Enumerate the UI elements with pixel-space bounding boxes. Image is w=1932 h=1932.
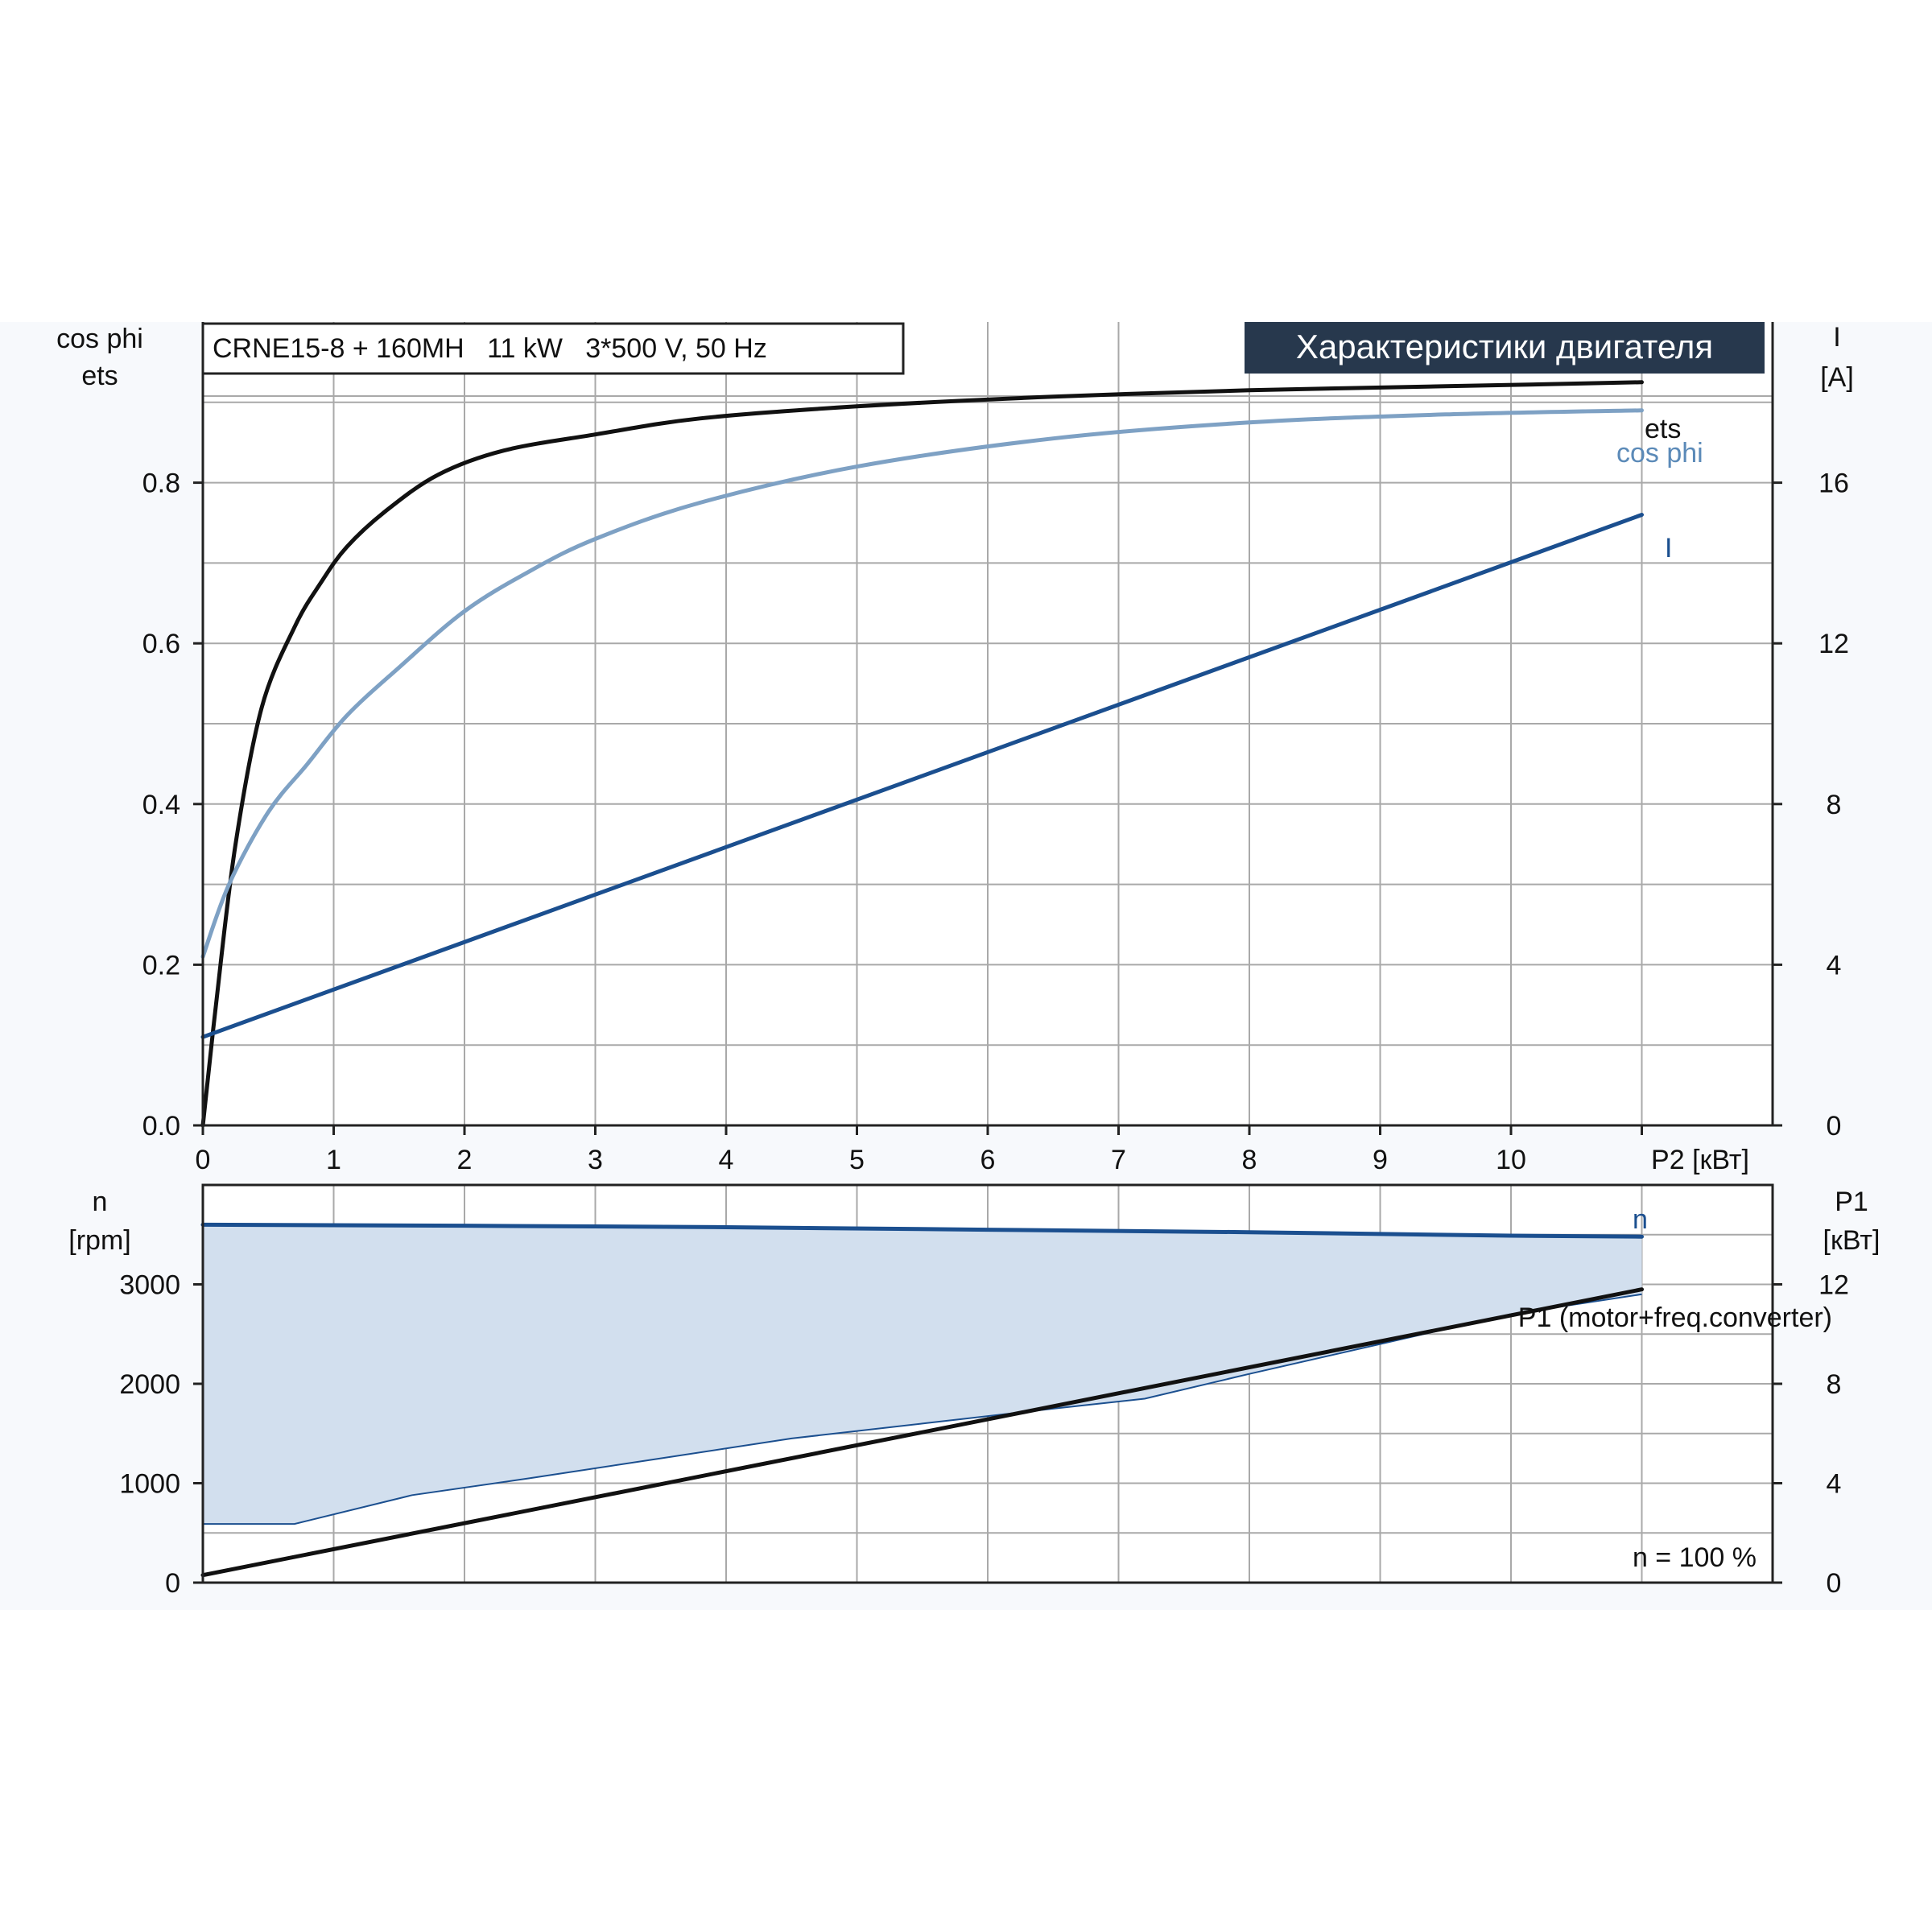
x-tick-label: 1 (326, 1145, 341, 1175)
y-tick-label-left: 0.6 (142, 629, 180, 659)
x-tick-label: 8 (1242, 1145, 1257, 1175)
y-tick-label-right: 0 (1827, 1111, 1842, 1141)
bottom-y-tick-label-left: 1000 (119, 1469, 180, 1500)
bottom-right-axis-label-p1: P1 (1835, 1187, 1868, 1217)
series-label-n: n (1633, 1204, 1648, 1235)
x-tick-label: 3 (588, 1145, 603, 1175)
x-tick-label: 0 (196, 1145, 211, 1175)
y-tick-label-right: 12 (1818, 629, 1849, 659)
series-label-p1: P1 (motor+freq.converter) (1518, 1302, 1832, 1333)
bottom-y-tick-label-left: 0 (165, 1568, 180, 1599)
bottom-left-axis-label-n: n (93, 1187, 108, 1217)
bottom-left-axis-label-rpm: [rpm] (68, 1225, 130, 1256)
y-tick-label-left: 0.0 (142, 1111, 180, 1141)
right-axis-label-a: [A] (1820, 362, 1854, 393)
bottom-y-tick-label-right: 8 (1827, 1369, 1842, 1400)
x-tick-label: 10 (1496, 1145, 1526, 1175)
series-label-cosphi: cos phi (1616, 438, 1703, 469)
y-tick-label-left: 0.4 (142, 790, 180, 820)
bottom-right-axis-label-kw: [кВт] (1823, 1225, 1880, 1256)
series-label-i: I (1665, 533, 1672, 564)
x-tick-label: 6 (980, 1145, 996, 1175)
y-tick-label-right: 4 (1827, 950, 1842, 980)
y-tick-label-right: 16 (1818, 469, 1849, 499)
x-tick-label: 9 (1373, 1145, 1388, 1175)
model-info-text: CRNE15-8 + 160MH 11 kW 3*500 V, 50 Hz (213, 333, 767, 364)
bottom-y-tick-label-right: 4 (1827, 1469, 1842, 1500)
chart-title: Характеристики двигателя (1296, 328, 1713, 365)
y-tick-label-right: 8 (1827, 790, 1842, 820)
speed-annotation: n = 100 % (1633, 1542, 1757, 1573)
bottom-y-tick-label-right: 12 (1818, 1270, 1849, 1301)
x-tick-label: 2 (457, 1145, 473, 1175)
y-tick-label-left: 0.8 (142, 469, 180, 499)
bottom-y-tick-label-left: 3000 (119, 1270, 180, 1301)
bottom-y-tick-label-left: 2000 (119, 1369, 180, 1400)
x-tick-label: 4 (719, 1145, 734, 1175)
left-axis-label-ets: ets (81, 361, 118, 391)
x-tick-label: 5 (849, 1145, 865, 1175)
bottom-y-tick-label-right: 0 (1827, 1568, 1842, 1599)
y-tick-label-left: 0.2 (142, 950, 180, 980)
x-tick-label: 7 (1111, 1145, 1126, 1175)
right-axis-label-i: I (1833, 322, 1840, 353)
left-axis-label-cosphi: cos phi (56, 324, 143, 354)
x-axis-label: P2 [кВт] (1651, 1145, 1749, 1175)
